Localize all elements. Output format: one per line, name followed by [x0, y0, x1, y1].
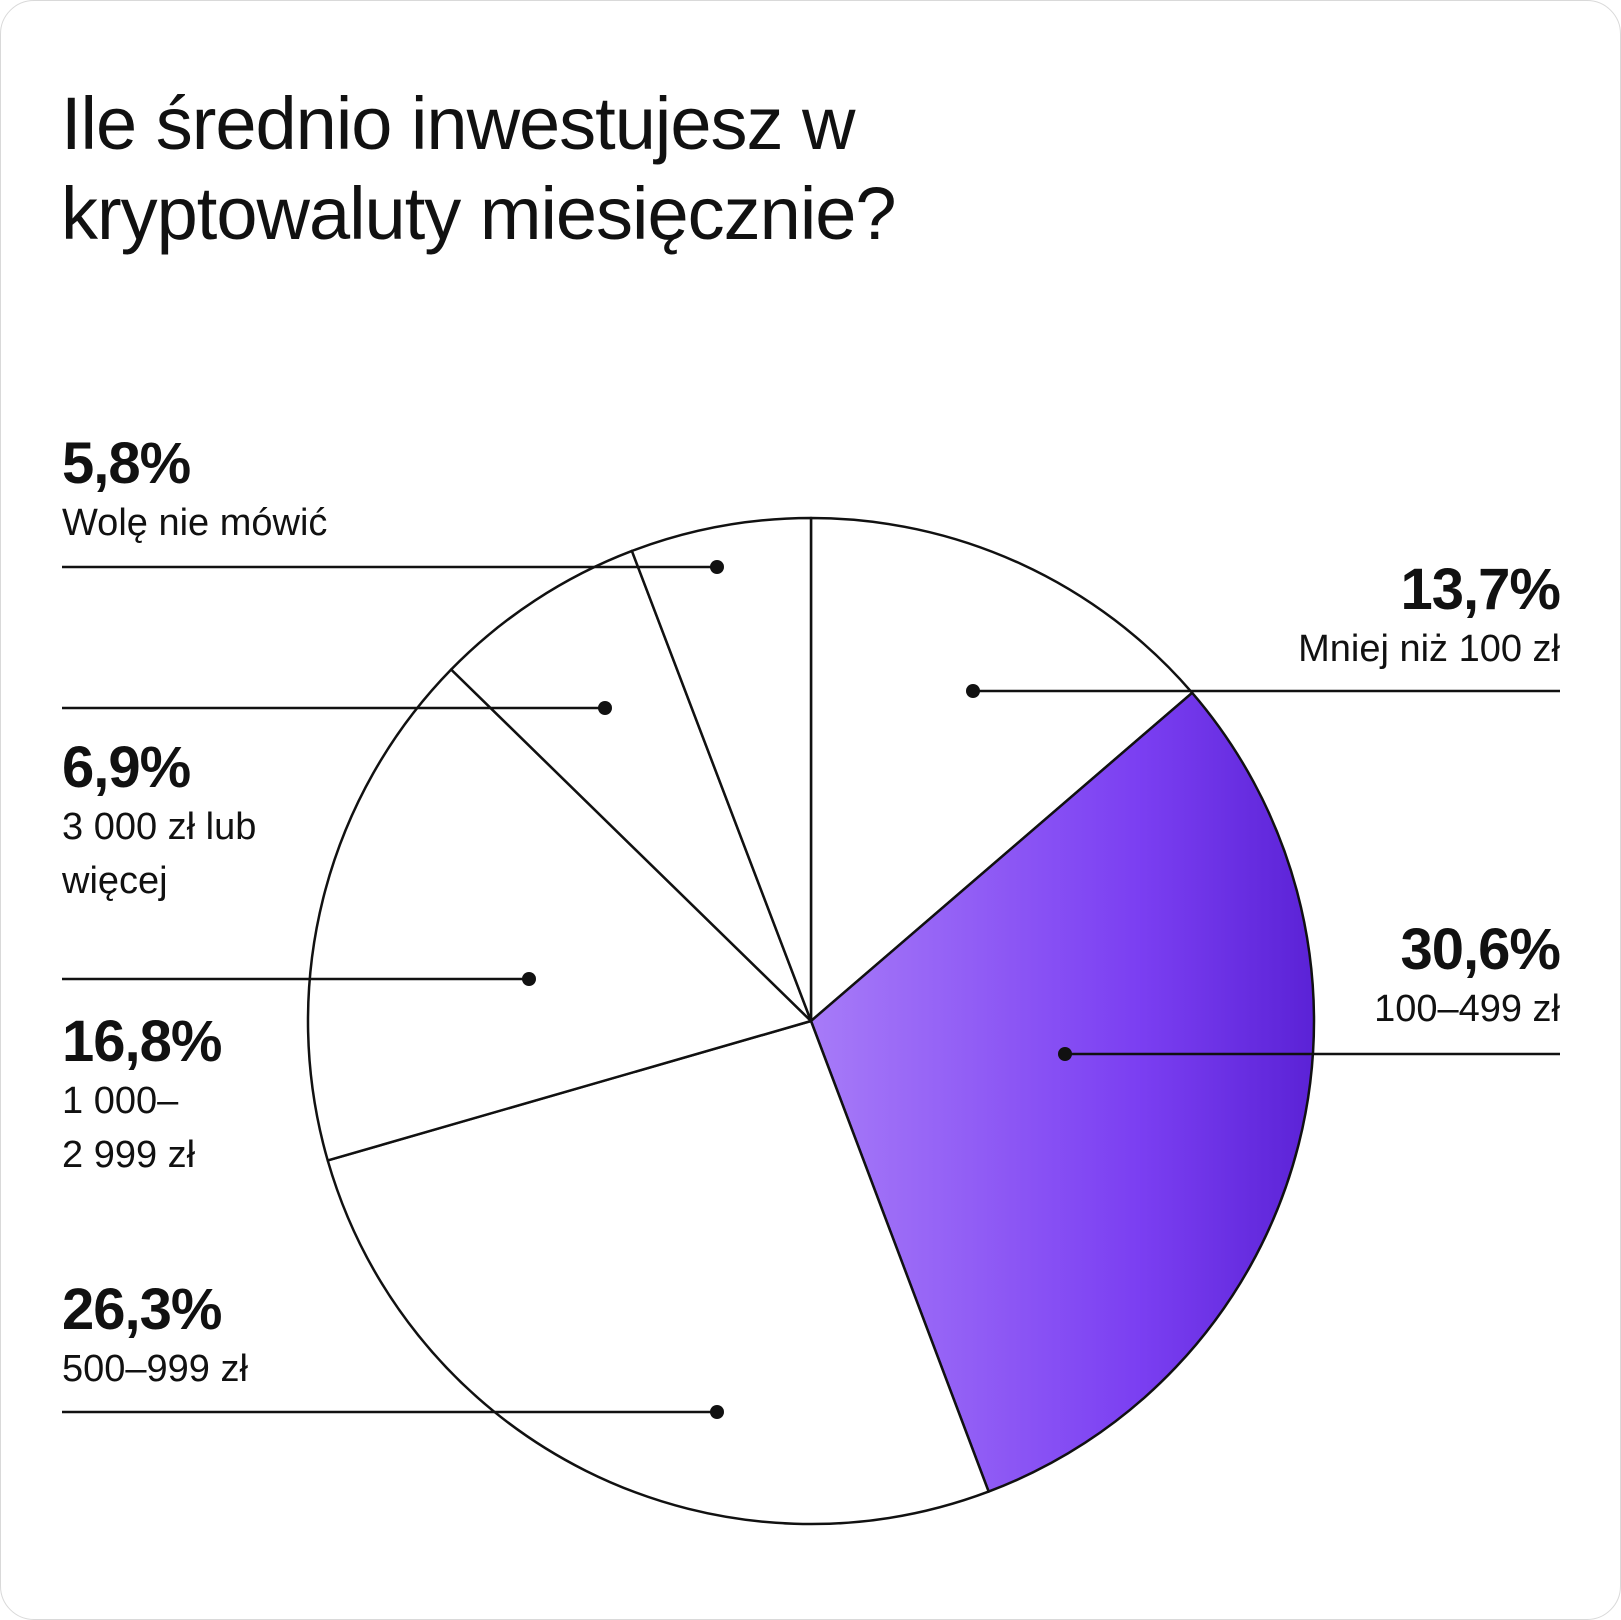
- category-label-1000-2999-line-2: 2 999 zł: [62, 1134, 196, 1176]
- callout-dot-under-100: [966, 684, 980, 698]
- pie-labels: 13,7% Mniej niż 100 zł 30,6% 100–499 zł 26,3…: [61, 431, 1561, 1390]
- category-label-100-499-line-1: 100–499 zł: [1374, 988, 1560, 1030]
- category-label-3000-plus-line-1: 3 000 zł lub: [62, 806, 256, 848]
- percent-label-100-499: 30,6%: [1401, 917, 1561, 982]
- pie-slice-prefer-not-say: [630, 516, 813, 1023]
- percent-label-under-100: 13,7%: [1401, 557, 1561, 622]
- category-label-3000-plus-line-2: więcej: [61, 860, 168, 902]
- pie-slice-100-499: [809, 691, 1316, 1493]
- pie-callouts: [62, 560, 1560, 1419]
- percent-label-500-999: 26,3%: [62, 1277, 222, 1342]
- pie-slice-1000-2999: [306, 668, 813, 1162]
- chart-title: Ile średnio inwestujesz w kryptowaluty m…: [61, 82, 897, 255]
- callout-dot-100-499: [1058, 1047, 1072, 1061]
- percent-label-prefer-not-say: 5,8%: [62, 431, 191, 496]
- category-label-under-100-line-1: Mniej niż 100 zł: [1298, 628, 1560, 670]
- pie-slice-under-100: [809, 516, 1194, 1023]
- pie-slices: [306, 516, 1316, 1526]
- callout-dot-500-999: [710, 1405, 724, 1419]
- category-label-500-999-line-1: 500–999 zł: [62, 1348, 248, 1390]
- pie-slice-3000-plus: [449, 549, 813, 1023]
- callout-dot-prefer-not-say: [710, 560, 724, 574]
- category-label-prefer-not-say-line-1: Wolę nie mówić: [62, 502, 327, 544]
- pie-slice-500-999: [326, 1019, 990, 1526]
- percent-label-3000-plus: 6,9%: [62, 735, 191, 800]
- percent-label-1000-2999: 16,8%: [62, 1009, 222, 1074]
- category-label-1000-2999-line-1: 1 000–: [62, 1080, 179, 1122]
- callout-dot-3000-plus: [598, 701, 612, 715]
- callout-dot-1000-2999: [522, 972, 536, 986]
